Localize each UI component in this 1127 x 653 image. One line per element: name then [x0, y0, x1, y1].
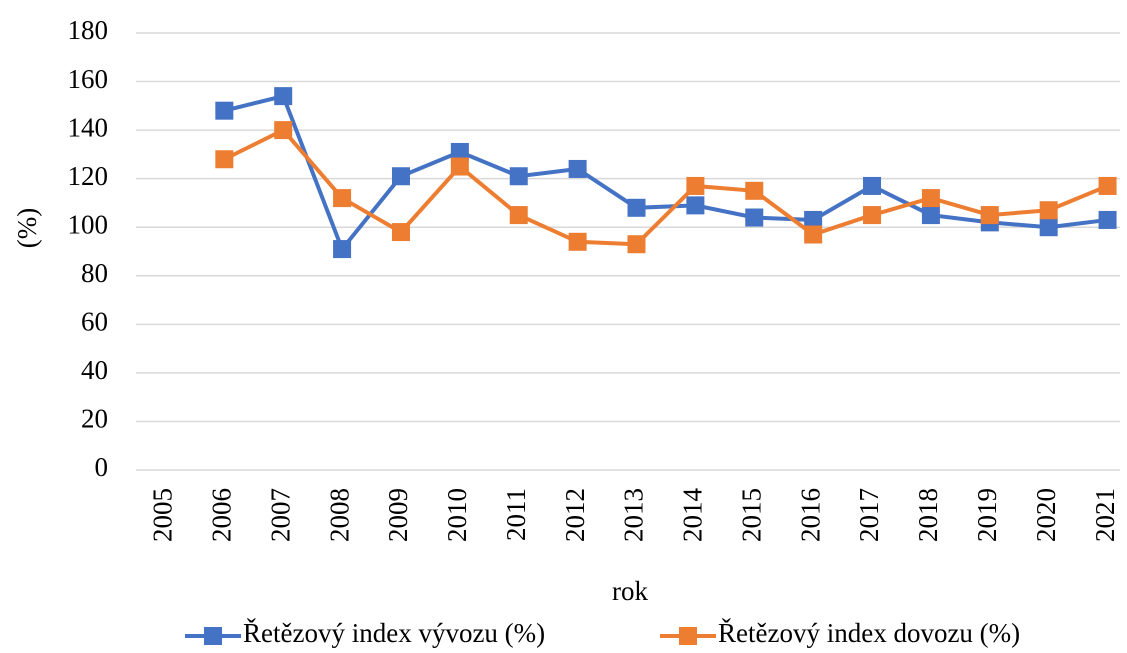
marker [509, 167, 528, 186]
y-axis-label: (%) [12, 208, 42, 248]
marker [333, 189, 352, 208]
marker [509, 206, 528, 225]
y-tick-label: 0 [95, 452, 109, 482]
legend-marker [679, 627, 697, 645]
x-tick-label: 2006 [207, 488, 237, 542]
marker [863, 176, 882, 195]
x-tick-label: 2015 [736, 488, 766, 542]
marker [1039, 218, 1058, 237]
marker [745, 208, 764, 227]
marker [863, 206, 882, 225]
series-line [223, 127, 1109, 247]
x-tick-label: 2007 [265, 488, 295, 542]
legend-marker [204, 627, 222, 645]
marker [1039, 201, 1058, 220]
series-line [223, 93, 1108, 254]
y-tick-label: 20 [81, 404, 108, 434]
x-tick-label: 2010 [442, 488, 472, 542]
x-tick-label: 2019 [972, 488, 1002, 542]
x-axis-label: rok [612, 576, 648, 606]
y-tick-label: 140 [68, 112, 109, 142]
marker [215, 150, 234, 169]
marker [627, 198, 646, 217]
marker [568, 159, 587, 178]
marker [686, 196, 705, 215]
marker [215, 101, 234, 120]
marker [568, 232, 587, 251]
x-tick-label: 2021 [1090, 488, 1120, 542]
y-tick-label: 160 [68, 64, 109, 94]
marker [1098, 176, 1117, 195]
marker [274, 87, 293, 106]
marker [745, 181, 764, 200]
legend-label: Řetězový index dovozu (%) [718, 618, 1020, 648]
x-tick-label: 2012 [560, 488, 590, 542]
marker [1098, 210, 1117, 229]
marker [450, 142, 469, 161]
y-tick-label: 40 [81, 355, 108, 385]
marker [804, 225, 823, 244]
x-tick-label: 2013 [619, 488, 649, 542]
marker [391, 223, 410, 242]
marker [391, 167, 410, 186]
y-tick-label: 120 [68, 161, 109, 191]
marker [686, 176, 705, 195]
x-tick-label: 2017 [854, 488, 884, 542]
marker [804, 210, 823, 229]
marker [627, 235, 646, 254]
legend-label: Řetězový index vývozu (%) [243, 618, 545, 648]
marker [921, 189, 940, 208]
marker [274, 121, 293, 140]
marker [333, 240, 352, 259]
x-tick-label: 2014 [678, 488, 708, 543]
x-tick-label: 2005 [148, 488, 178, 542]
marker [450, 157, 469, 176]
x-tick-label: 2009 [383, 488, 413, 542]
x-tick-label: 2008 [324, 488, 354, 542]
x-tick-label: 2011 [501, 488, 531, 541]
x-tick-label: 2016 [795, 488, 825, 542]
marker [980, 206, 999, 225]
marker [921, 206, 940, 225]
y-tick-label: 100 [68, 209, 109, 239]
x-tick-label: 2020 [1031, 488, 1061, 542]
y-tick-label: 80 [81, 258, 108, 288]
y-tick-label: 180 [68, 15, 109, 45]
x-tick-label: 2018 [913, 488, 943, 542]
y-tick-label: 60 [81, 307, 108, 337]
